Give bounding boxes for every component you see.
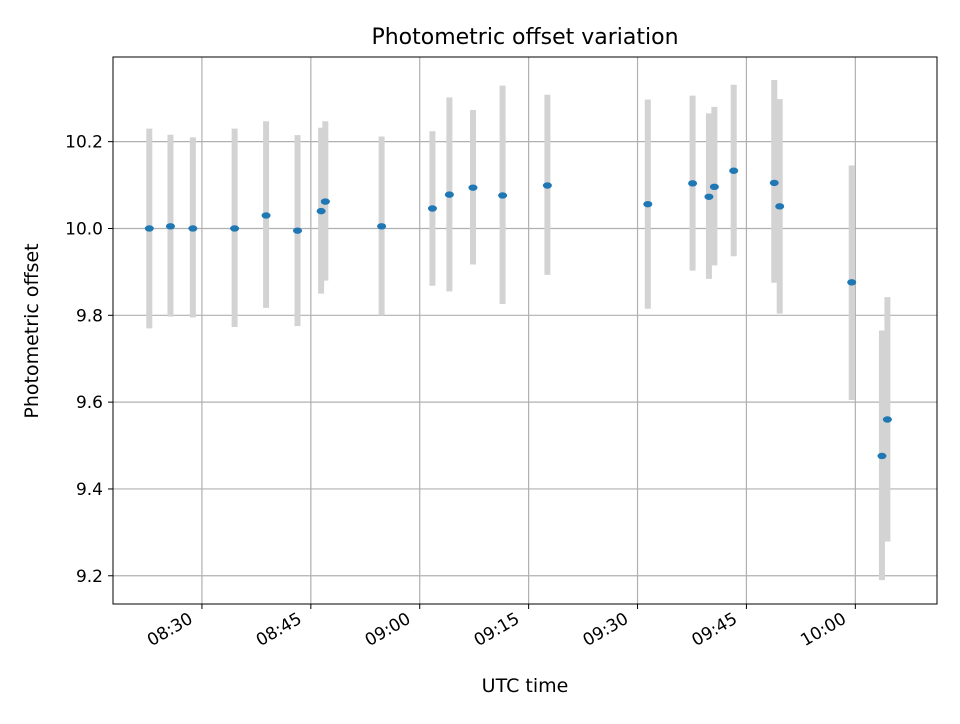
data-point bbox=[498, 192, 508, 199]
y-tick-label: 9.2 bbox=[76, 567, 103, 587]
y-tick-label: 10.2 bbox=[65, 133, 103, 153]
data-point bbox=[729, 167, 739, 174]
data-point bbox=[377, 223, 387, 230]
data-point bbox=[230, 225, 240, 232]
data-point bbox=[709, 183, 719, 191]
data-point bbox=[688, 180, 698, 187]
y-tick-label: 9.6 bbox=[76, 393, 103, 413]
data-point bbox=[293, 227, 303, 234]
chart-title: Photometric offset variation bbox=[371, 25, 678, 50]
data-point bbox=[769, 179, 779, 187]
y-tick-label: 9.8 bbox=[76, 306, 103, 326]
data-point bbox=[882, 416, 892, 423]
data-point bbox=[165, 223, 175, 230]
data-point bbox=[847, 279, 857, 286]
data-point bbox=[444, 191, 454, 198]
data-point bbox=[775, 203, 785, 210]
data-point bbox=[144, 225, 154, 232]
data-point bbox=[316, 207, 326, 215]
data-point bbox=[427, 205, 437, 212]
data-point bbox=[468, 184, 478, 191]
data-point bbox=[261, 212, 271, 219]
y-axis-label: Photometric offset bbox=[21, 243, 43, 418]
y-tick-label: 10.0 bbox=[65, 219, 103, 239]
data-point bbox=[320, 198, 330, 205]
x-axis-label: UTC time bbox=[482, 675, 569, 697]
data-point bbox=[877, 452, 887, 460]
plot-frame bbox=[112, 56, 938, 605]
data-point bbox=[542, 182, 552, 189]
data-point bbox=[643, 200, 653, 208]
y-tick-label: 9.4 bbox=[76, 480, 103, 500]
data-points bbox=[144, 167, 892, 460]
data-point bbox=[704, 193, 714, 200]
grid-lines bbox=[113, 57, 937, 604]
data-point bbox=[188, 225, 198, 232]
